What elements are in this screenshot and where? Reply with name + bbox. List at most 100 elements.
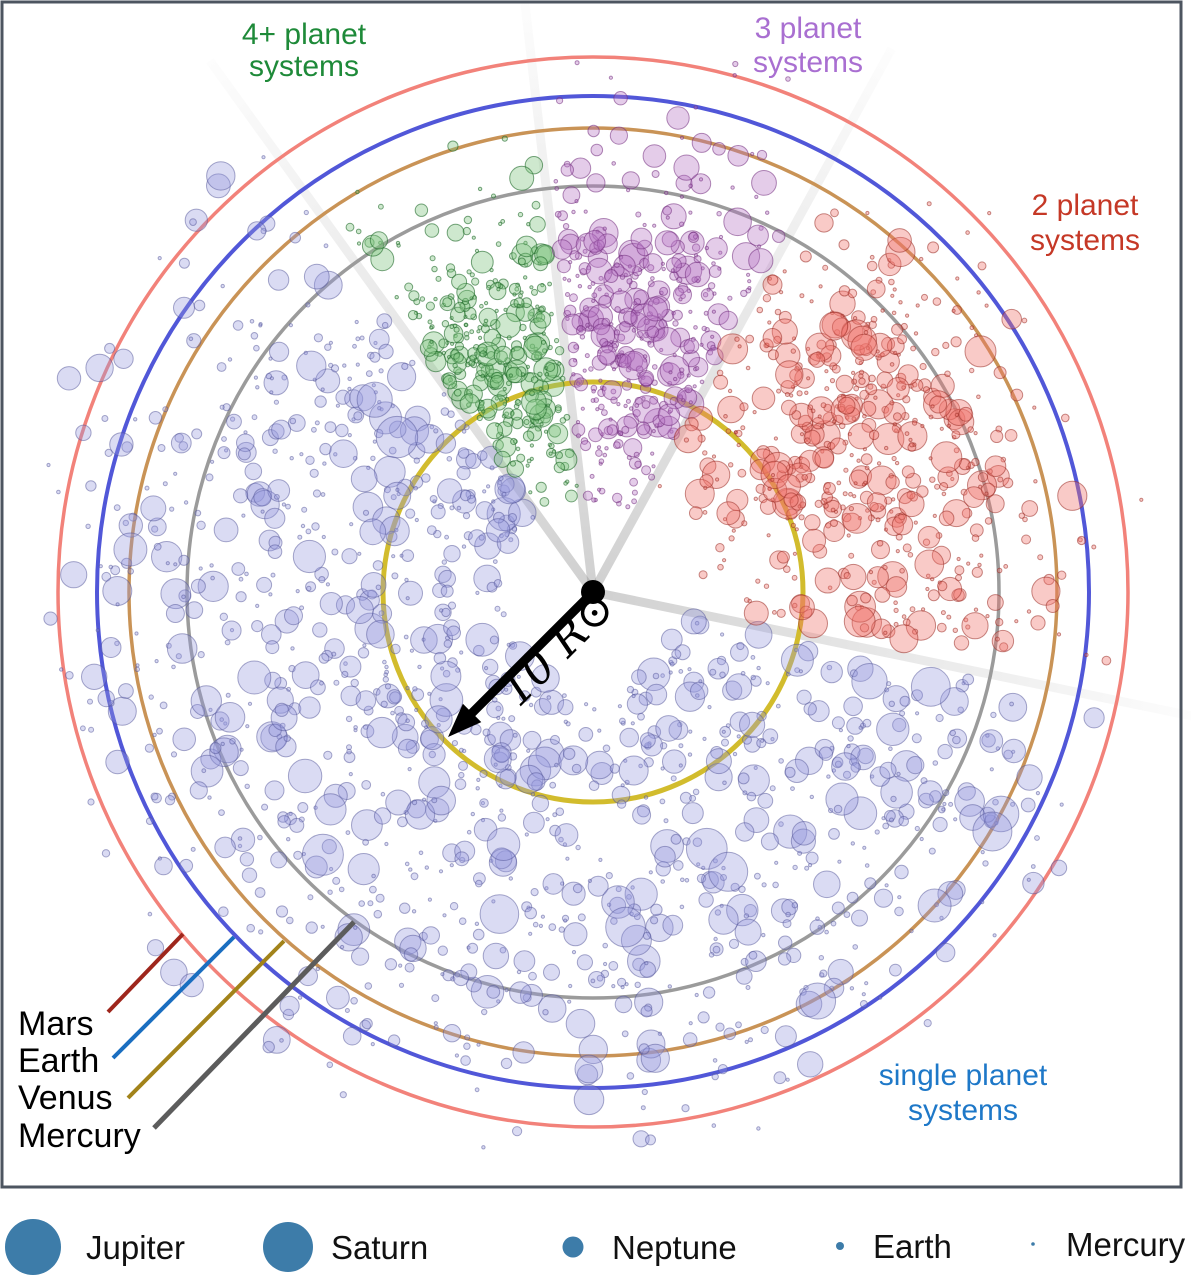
planet-point [707, 303, 730, 326]
planet-point [459, 489, 472, 502]
planet-point [619, 727, 640, 748]
planet-point [688, 729, 693, 734]
planet-point [679, 194, 685, 199]
planet-point [715, 543, 725, 553]
planet-point [384, 841, 389, 847]
planet-point [847, 735, 854, 742]
planet-point [693, 105, 698, 110]
planet-point [925, 586, 930, 592]
planet-point [661, 231, 678, 248]
planet-point [166, 633, 198, 664]
planet-point [785, 76, 791, 82]
planet-point [449, 863, 454, 868]
planet-point [293, 850, 303, 860]
planet-point [819, 972, 825, 978]
planet-point [209, 737, 239, 768]
planet-point [579, 297, 600, 318]
planet-point [803, 702, 817, 716]
planet-point [425, 301, 435, 311]
planet-point [460, 1055, 471, 1066]
planet-point [529, 216, 546, 233]
planet-point [287, 758, 323, 794]
planet-point [910, 666, 951, 707]
planet-point [320, 387, 325, 392]
planet-point [537, 994, 567, 1023]
planet-point [590, 143, 604, 157]
planet-point [592, 707, 597, 712]
planet-point [847, 422, 875, 450]
planet-point [551, 239, 573, 260]
planet-point [370, 247, 395, 272]
planet-point [688, 183, 694, 189]
planet-point [790, 522, 797, 529]
planet-point [889, 362, 895, 367]
planet-point [403, 947, 419, 962]
planet-point [255, 385, 260, 390]
planet-point [633, 289, 650, 306]
planet-point [474, 1087, 480, 1093]
planet-point [489, 268, 494, 273]
planet-point [431, 797, 438, 804]
planet-point [953, 635, 970, 651]
planet-point [751, 170, 777, 196]
planet-point [373, 909, 383, 919]
planet-point [862, 718, 872, 728]
planet-point [866, 492, 888, 513]
planet-point [401, 362, 409, 370]
planet-point [670, 268, 676, 273]
planet-point [852, 316, 858, 321]
planet-point [429, 339, 434, 344]
planet-point [838, 285, 851, 297]
planet-point [651, 464, 656, 469]
planet-point [510, 408, 523, 421]
planet-point [950, 336, 962, 348]
planet-point [75, 424, 92, 441]
planet-point [575, 844, 581, 851]
planet-point [510, 437, 518, 446]
planet-point [299, 605, 305, 611]
planet-point [868, 374, 876, 383]
planet-point [398, 580, 423, 606]
planet-point [128, 512, 138, 522]
planet-point [299, 452, 304, 457]
planet-point [984, 455, 1007, 478]
planet-point [453, 332, 465, 344]
planet-point [261, 155, 266, 160]
planet-point [613, 91, 628, 106]
planet-point [504, 988, 509, 993]
planet-point [806, 346, 811, 351]
planet-point [395, 487, 400, 492]
planet-point [429, 325, 434, 330]
planet-point [323, 750, 333, 760]
planet-point [679, 221, 685, 227]
scale-arrow [448, 580, 605, 737]
planet-point [574, 1054, 604, 1084]
planet-point [256, 576, 273, 593]
planet-point [353, 925, 358, 930]
planet-point [314, 793, 347, 826]
planet-point [366, 716, 398, 749]
planet-point [609, 126, 629, 145]
planet-point [509, 981, 532, 1004]
planet-point [652, 414, 666, 428]
planet-point [357, 647, 370, 659]
planet-point [500, 611, 507, 618]
planet-point [994, 821, 999, 826]
planet-point [641, 1088, 648, 1096]
planet-point [830, 208, 839, 218]
planet-point [173, 296, 195, 319]
planet-point [563, 719, 568, 724]
planet-point [568, 983, 573, 989]
planet-point [859, 369, 865, 375]
planet-point [521, 901, 533, 913]
planet-point [295, 589, 300, 594]
planet-point [375, 584, 382, 591]
planet-point [510, 460, 516, 467]
planet-point [503, 362, 508, 368]
planet-point [642, 222, 647, 228]
planet-point [169, 506, 175, 512]
planet-point [279, 1038, 284, 1043]
planet-point [342, 1026, 362, 1046]
planet-point [735, 968, 753, 985]
